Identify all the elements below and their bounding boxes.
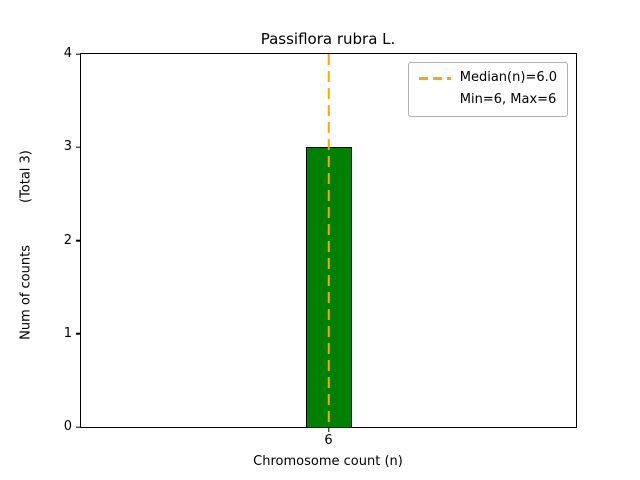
chart-title: Passiflora rubra L. — [260, 30, 396, 48]
y-tick-label: 1 — [63, 325, 72, 341]
median-line — [327, 54, 330, 427]
median-dashed-line-marker — [418, 76, 451, 80]
y-tick-label: 4 — [63, 45, 72, 61]
y-tick-mark — [76, 239, 80, 242]
legend: Median(n)=6.0 Min=6, Max=6 — [407, 62, 568, 117]
x-tick-mark — [327, 428, 330, 432]
y-axis-label-total: (Total 3) — [18, 150, 34, 204]
legend-label-median: Median(n)=6.0 — [459, 70, 557, 85]
y-tick-mark — [76, 333, 80, 335]
y-tick-label: 3 — [63, 139, 72, 155]
legend-label-minmax: Min=6, Max=6 — [459, 91, 557, 107]
x-axis-label: Chromosome count (n) — [253, 454, 403, 469]
x-tick-label: 6 — [324, 433, 333, 448]
empty-legend-marker — [419, 99, 451, 102]
y-tick-label: 0 — [63, 418, 72, 434]
y-axis-label: Num of counts (Total 3) — [19, 150, 34, 340]
y-tick-mark — [76, 426, 80, 428]
legend-entry-minmax: Min=6, Max=6 — [419, 91, 557, 108]
legend-entry-median: Median(n)=6.0 — [418, 70, 557, 86]
y-tick-mark — [76, 146, 80, 148]
plot-area: Median(n)=6.0 Min=6, Max=6 0 1 2 3 4 6 — [64, 47, 577, 447]
y-axis-label-text: Num of counts — [18, 245, 34, 340]
y-tick-mark — [76, 53, 80, 55]
y-tick-label: 2 — [63, 232, 72, 248]
